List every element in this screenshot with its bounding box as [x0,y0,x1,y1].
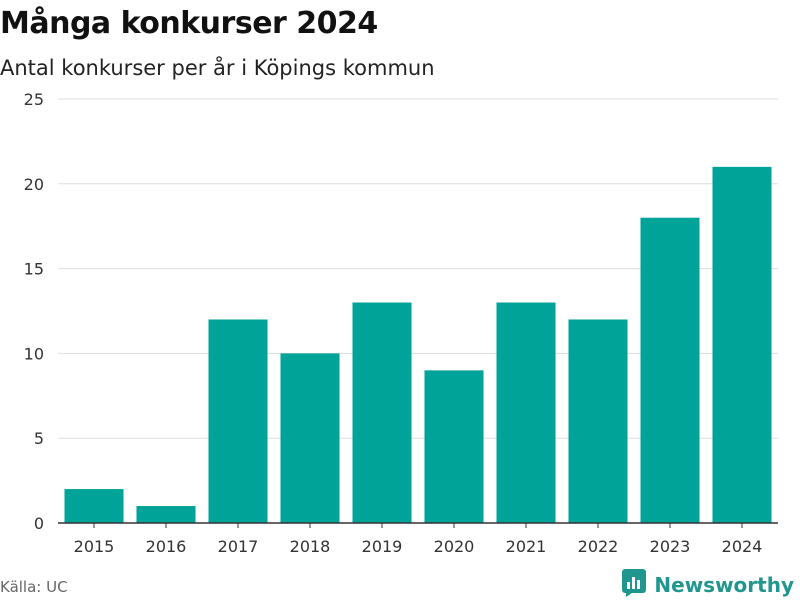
axes: 0 5 10 15 20 25 2015 2016 2017 2018 2019 2020 2021 20… [24,90,778,556]
bars [64,166,772,523]
bar-2015 [64,489,124,523]
brand-logo[interactable]: Newsworthy [622,569,794,601]
bar-2024 [712,166,772,523]
y-tick-label: 5 [34,429,44,448]
bar-chart-logo-icon [622,569,647,601]
y-tick-label: 0 [34,514,44,533]
x-tick-label: 2019 [362,537,403,556]
y-tick-label: 25 [24,90,44,109]
x-tick-label: 2020 [434,537,475,556]
x-tick-label: 2016 [146,537,187,556]
brand-name: Newsworthy [654,573,794,597]
y-tick-label: 20 [24,175,44,194]
bar-2021 [496,302,556,523]
x-tick-label: 2024 [722,537,763,556]
y-tick-label: 15 [24,260,44,279]
y-tick-label: 10 [24,344,44,363]
x-tick-label: 2015 [74,537,115,556]
x-tick-label: 2023 [650,537,691,556]
bar-2023 [640,217,700,523]
source-note: Källa: UC [0,578,68,596]
x-tick-label: 2017 [218,537,259,556]
chart-subtitle: Antal konkurser per år i Köpings kommun [0,56,435,80]
x-tick-label: 2018 [290,537,331,556]
bar-2022 [568,319,628,523]
x-tick-label: 2022 [578,537,619,556]
bar-2019 [352,302,412,523]
bar-2018 [280,353,340,523]
chart-title: Många konkurser 2024 [0,6,378,41]
bar-2017 [208,319,268,523]
x-tick-label: 2021 [506,537,547,556]
bar-2016 [136,506,196,523]
bar-2020 [424,370,484,523]
